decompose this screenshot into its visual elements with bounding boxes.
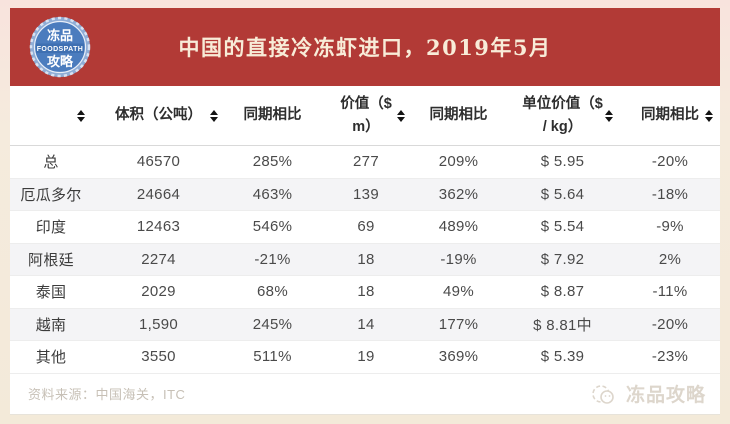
table-footer: 资料来源：中国海关，ITC 冻品攻略 — [10, 373, 720, 415]
row-label: 越南 — [35, 316, 67, 334]
column-header-1[interactable]: 体积（公吨） — [92, 86, 225, 145]
column-header-0[interactable] — [10, 86, 92, 145]
cell: -20% — [651, 153, 689, 171]
table-row: 泰国 2029 68% 18 49% $ 8.87 -11% — [10, 276, 720, 309]
cell: 24664 — [136, 185, 181, 203]
column-header-label: 单位价值（$ / kg） — [522, 96, 603, 135]
column-header-label: 体积（公吨） — [115, 107, 202, 124]
watermark: 冻品攻略 — [590, 380, 706, 407]
table-row: 总 46570 285% 277 209% $ 5.95 -20% — [10, 146, 720, 179]
cell: 69 — [357, 218, 375, 236]
cell: 277 — [353, 153, 379, 171]
cell: -19% — [440, 250, 477, 268]
foodspath-logo-badge: 冻品 FOODSPATH 攻略 — [29, 16, 91, 78]
cell: 362% — [438, 185, 479, 203]
cell: -18% — [651, 185, 689, 203]
cell: $ 8.81中 — [533, 316, 592, 334]
cell: 2274 — [141, 250, 176, 268]
column-header-label: 同期相比 — [243, 107, 302, 124]
cell: 49% — [443, 283, 474, 301]
cell: -20% — [651, 315, 689, 333]
table-row: 印度 12463 546% 69 489% $ 5.54 -9% — [10, 211, 720, 244]
sort-icon[interactable] — [77, 109, 85, 122]
cell: $ 5.39 — [540, 348, 585, 366]
cell: 2029 — [141, 283, 176, 301]
sort-icon[interactable] — [397, 109, 405, 122]
column-header-4: 同期相比 — [412, 86, 505, 145]
cell: 1,590 — [138, 315, 179, 333]
cell: $ 8.87 — [540, 283, 585, 301]
table-body: 总 46570 285% 277 209% $ 5.95 -20% 厄瓜多尔 24664 463%… — [10, 146, 720, 374]
cell: 46570 — [136, 153, 181, 171]
cell: 2% — [658, 250, 682, 268]
cell: -23% — [651, 348, 689, 366]
row-label: 总 — [43, 154, 59, 172]
source-note: 资料来源：中国海关，ITC — [28, 387, 186, 402]
page-title: 中国的直接冷冻虾进口，2019年5月 — [178, 35, 552, 60]
header-banner: 冻品 FOODSPATH 攻略 中国的直接冷冻虾进口，2019年5月 — [10, 8, 720, 86]
cell: 18 — [357, 283, 375, 301]
column-header-label: 价值（$ m） — [340, 96, 392, 135]
cell: 285% — [252, 153, 293, 171]
cell: $ 5.64 — [540, 185, 585, 203]
cell: 209% — [438, 153, 479, 171]
row-label: 泰国 — [35, 284, 67, 302]
watermark-doodle-icon — [592, 384, 614, 404]
cell: 463% — [252, 185, 293, 203]
cell: 369% — [438, 348, 479, 366]
badge-line1: 冻品 — [47, 28, 73, 43]
cell: -11% — [652, 283, 688, 301]
sort-icon[interactable] — [705, 109, 713, 122]
row-label: 厄瓜多尔 — [20, 186, 82, 204]
table-row: 越南 1,590 245% 14 177% $ 8.81中 -20% — [10, 308, 720, 341]
row-label: 印度 — [35, 219, 67, 237]
column-header-label: 同期相比 — [429, 107, 488, 124]
cell: 68% — [257, 283, 288, 301]
cell: $ 5.54 — [540, 218, 585, 236]
cell: -9% — [656, 218, 684, 236]
cell: 511% — [253, 348, 292, 366]
row-label: 阿根廷 — [28, 251, 74, 269]
cell: 14 — [357, 315, 375, 333]
column-header-2: 同期相比 — [225, 86, 320, 145]
badge-line3: 攻略 — [47, 54, 74, 69]
table-row: 阿根廷 2274 -21% 18 -19% $ 7.92 2% — [10, 243, 720, 276]
cell: 489% — [438, 218, 479, 236]
infographic-card: 冻品 FOODSPATH 攻略 中国的直接冷冻虾进口，2019年5月 体积（公吨… — [10, 8, 720, 415]
watermark-label: 冻品攻略 — [625, 385, 706, 406]
cell: $ 5.95 — [540, 153, 585, 171]
cell: 19 — [357, 348, 375, 366]
sort-icon[interactable] — [210, 109, 218, 122]
cell: 546% — [252, 218, 293, 236]
cell: $ 7.92 — [540, 250, 585, 268]
badge-line2: FOODSPATH — [37, 46, 84, 53]
cell: 12463 — [136, 218, 181, 236]
table-row: 其他 3550 511% 19 369% $ 5.39 -23% — [10, 341, 720, 374]
cell: 18 — [357, 250, 375, 268]
cell: 177% — [438, 315, 479, 333]
table-header-row: 体积（公吨） 同期相比 价值（$ m） 同期相比 单位价值（$ / kg） 同期相比 — [10, 86, 720, 146]
column-header-label: 同期相比 — [641, 107, 699, 124]
sort-icon[interactable] — [605, 109, 613, 122]
cell: 3550 — [141, 348, 176, 366]
row-label: 其他 — [35, 349, 67, 367]
column-header-6[interactable]: 同期相比 — [620, 86, 720, 145]
cell: -21% — [254, 250, 291, 268]
cell: 245% — [252, 315, 293, 333]
column-header-3[interactable]: 价值（$ m） — [320, 86, 412, 145]
cell: 139 — [353, 185, 379, 203]
table-row: 厄瓜多尔 24664 463% 139 362% $ 5.64 -18% — [10, 178, 720, 211]
column-header-5[interactable]: 单位价值（$ / kg） — [505, 86, 620, 145]
